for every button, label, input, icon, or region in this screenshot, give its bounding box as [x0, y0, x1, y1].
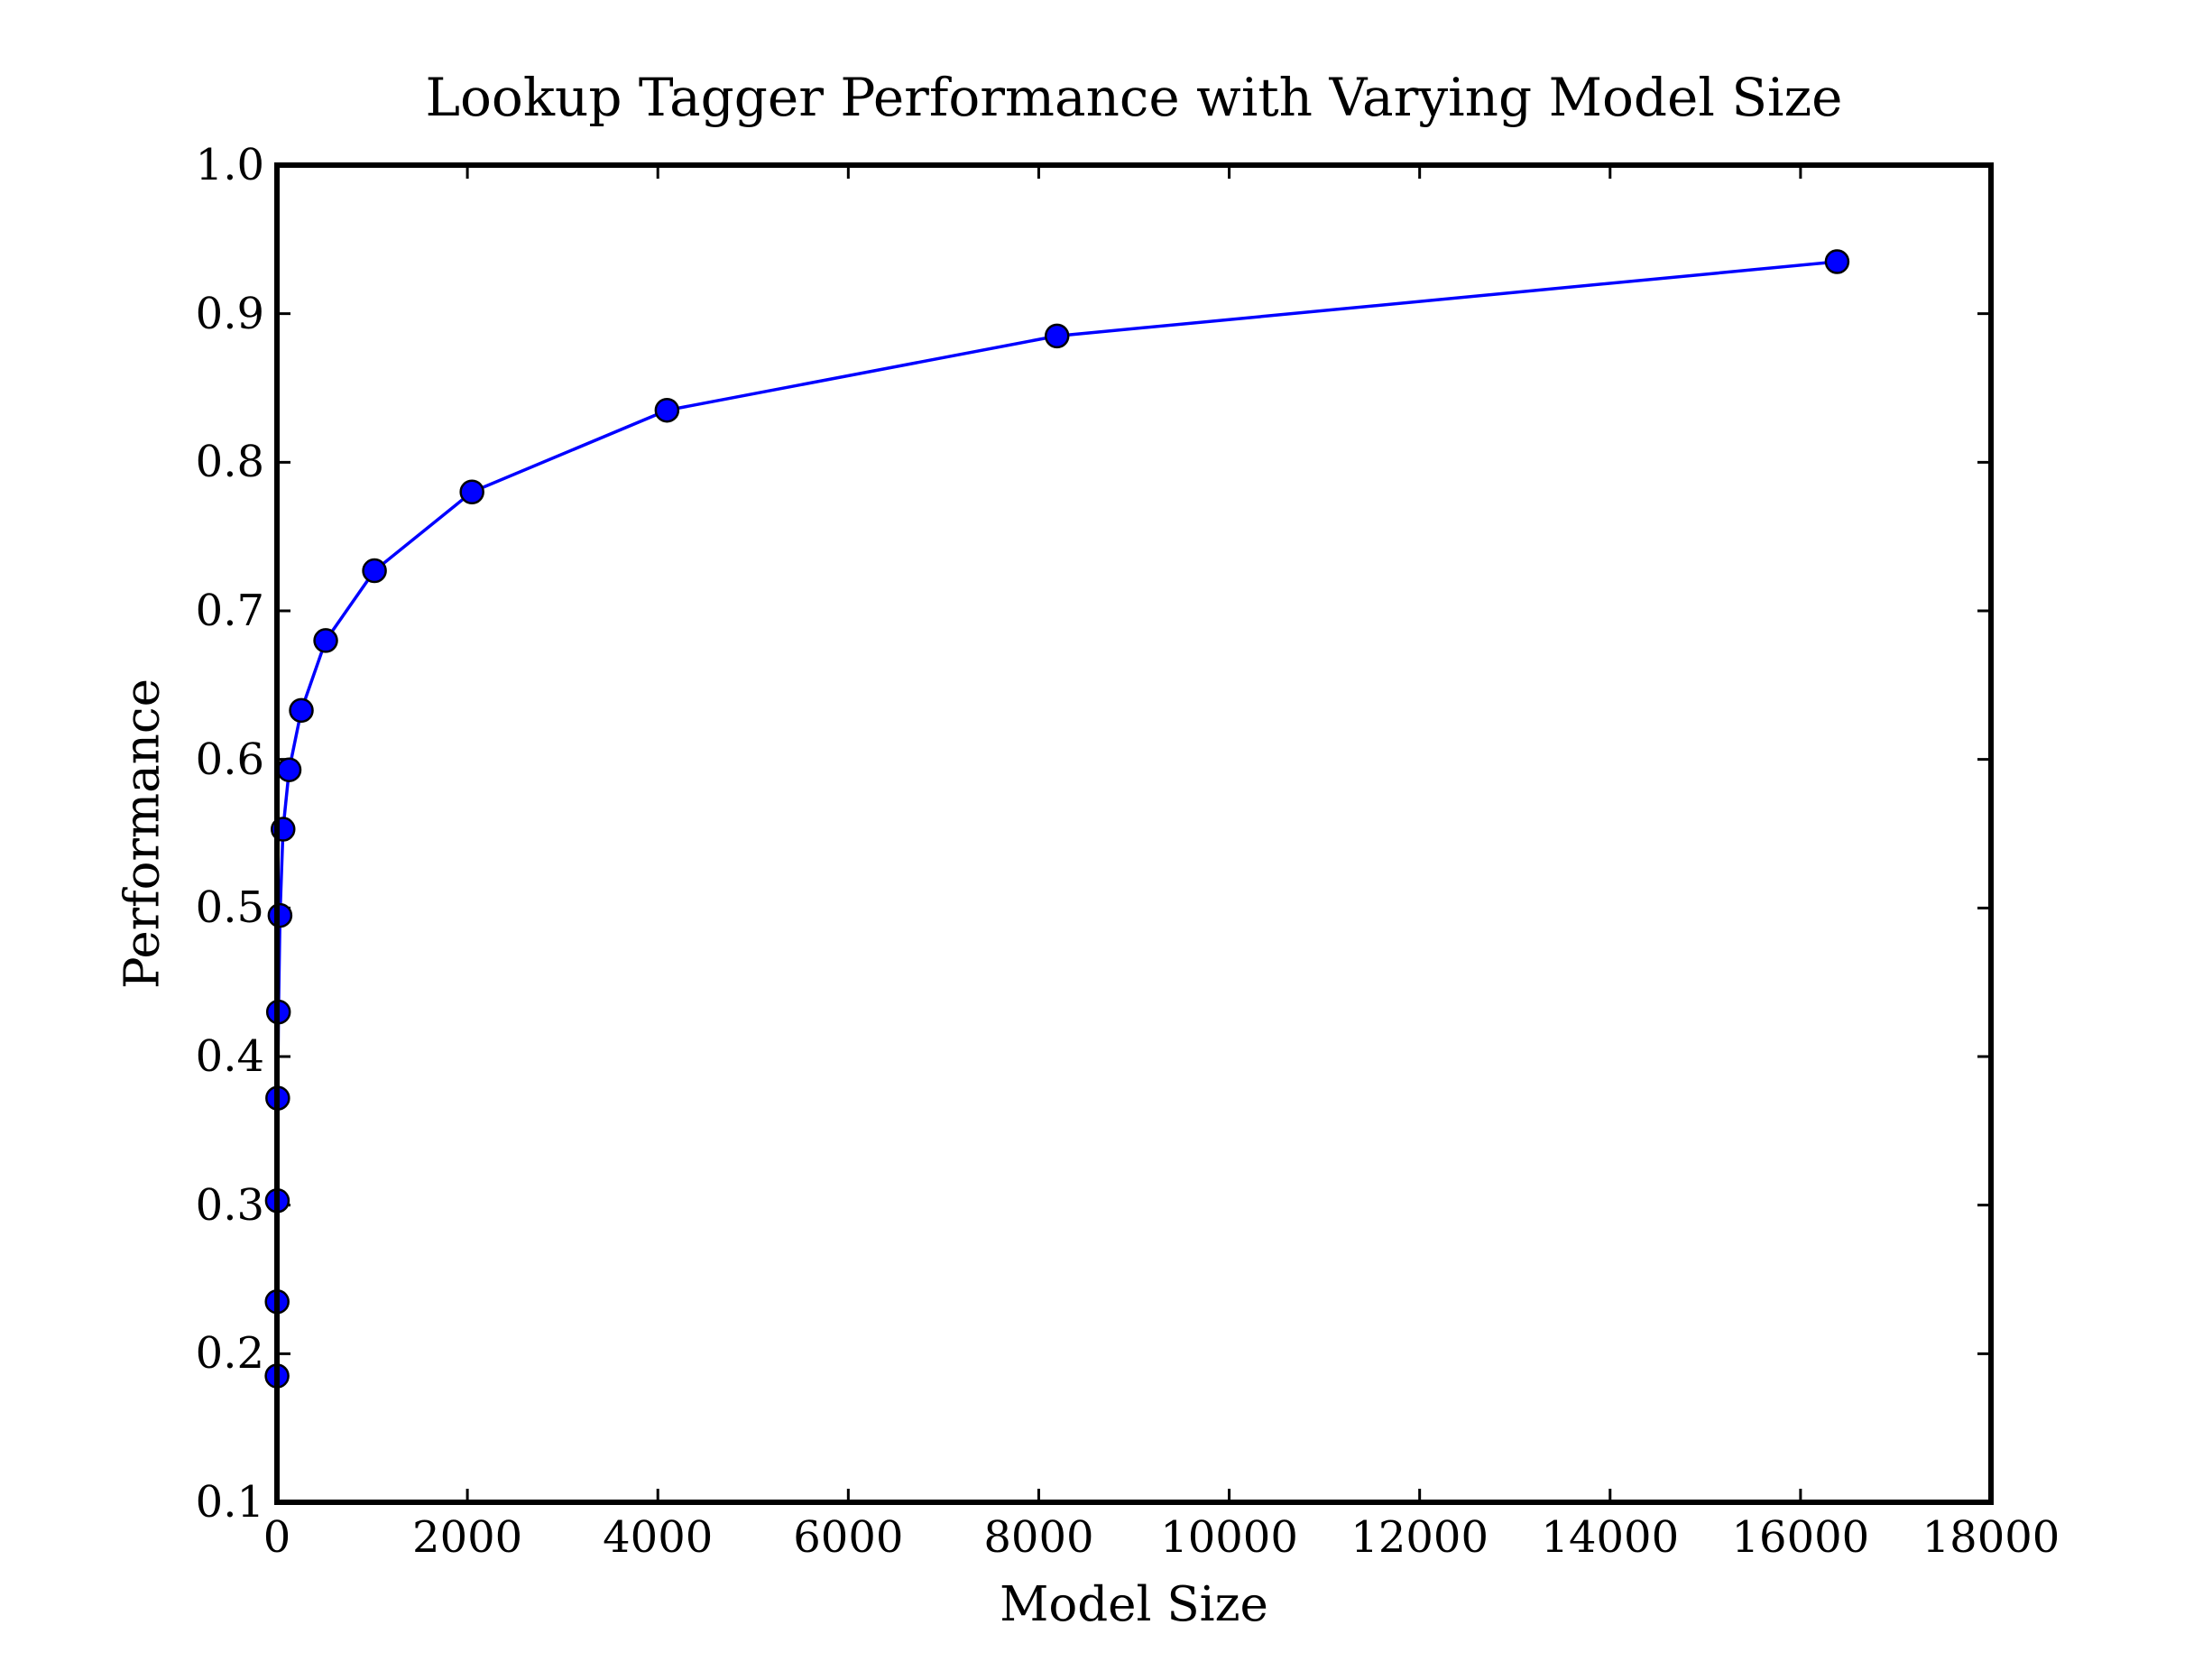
x-tick-label: 14000	[1541, 1512, 1680, 1563]
chart-title: Lookup Tagger Performance with Varying M…	[425, 67, 1843, 128]
x-tick-label: 18000	[1922, 1512, 2060, 1563]
data-point-marker	[654, 397, 680, 423]
x-tick-label: 16000	[1731, 1512, 1870, 1563]
data-point-marker	[276, 757, 302, 782]
y-tick-label: 0.5	[195, 882, 264, 934]
y-tick-label: 0.9	[195, 288, 264, 339]
data-point-marker	[289, 697, 314, 724]
data-point-marker	[1824, 249, 1850, 274]
y-tick-label: 0.7	[195, 586, 264, 636]
y-tick-label: 0.3	[195, 1179, 264, 1231]
x-tick-label: 6000	[793, 1512, 904, 1563]
y-tick-label: 0.6	[195, 734, 264, 785]
plot-spines	[274, 162, 1994, 1505]
y-tick-label: 0.4	[195, 1031, 264, 1082]
x-tick-label: 2000	[412, 1512, 523, 1563]
y-tick-label: 0.1	[195, 1477, 264, 1528]
data-point-marker	[267, 902, 293, 928]
data-point-marker	[313, 628, 338, 653]
x-tick-label: 10000	[1160, 1512, 1298, 1563]
x-tick-label: 0	[263, 1512, 291, 1563]
x-tick-label: 12000	[1350, 1512, 1488, 1563]
x-axis-label: Model Size	[1000, 1577, 1268, 1632]
y-tick-label: 0.8	[195, 437, 264, 488]
data-point-marker	[362, 558, 387, 584]
y-tick-label: 1.0	[195, 140, 264, 190]
x-tick-label: 4000	[603, 1512, 714, 1563]
x-tick-label: 8000	[983, 1512, 1094, 1563]
data-point-marker	[459, 479, 484, 505]
axis-ticks	[275, 163, 1993, 1504]
data-line	[275, 260, 1838, 1377]
y-tick-label: 0.2	[195, 1328, 264, 1380]
data-point-marker	[1044, 323, 1070, 349]
